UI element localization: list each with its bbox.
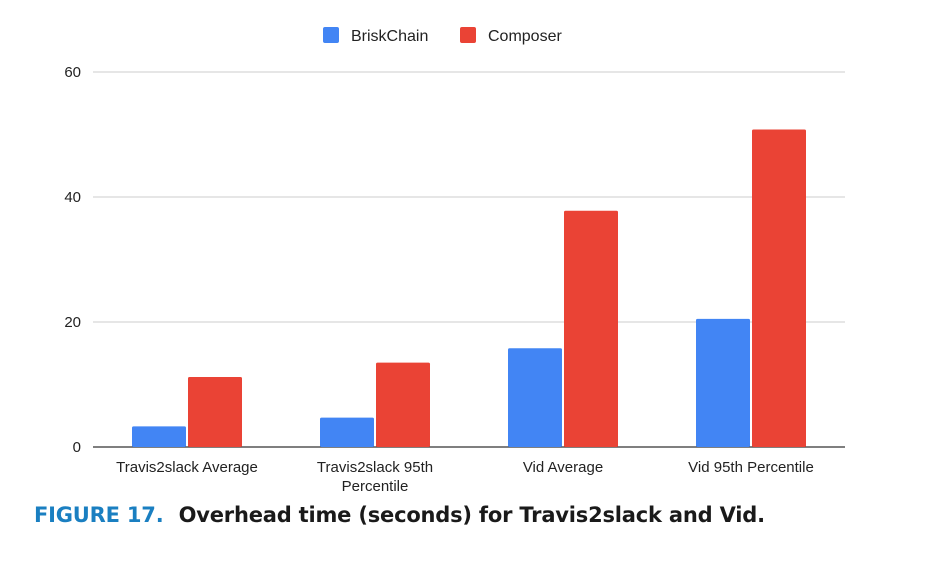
bar-composer [752, 129, 806, 447]
bar-briskchain [132, 426, 186, 447]
bar-composer [376, 362, 430, 447]
bar-composer [564, 210, 618, 447]
legend-swatch-composer [460, 27, 476, 43]
y-tick-label: 40 [64, 189, 81, 206]
bar-chart: 0 20 40 60 Travis2slack Average Travis2slack … [64, 27, 845, 495]
x-category-label: Vid 95th Percentile [688, 459, 814, 476]
y-tick-label: 20 [64, 314, 81, 331]
bar-briskchain [320, 417, 374, 447]
legend-label-briskchain: BriskChain [351, 28, 428, 45]
figure-number: FIGURE 17. [34, 503, 164, 527]
figure-caption-text: Overhead time (seconds) for Travis2slack… [178, 503, 765, 527]
figure-caption: FIGURE 17. Overhead time (seconds) for T… [34, 503, 765, 527]
legend-swatch-briskchain [323, 27, 339, 43]
legend-label-composer: Composer [488, 28, 562, 45]
y-tick-label: 0 [73, 439, 81, 456]
bar-briskchain [696, 318, 750, 447]
x-category-label: Travis2slack 95th Percentile [317, 459, 433, 495]
y-tick-label: 60 [64, 64, 81, 81]
x-category-label: Vid Average [523, 459, 603, 476]
x-category-label: Travis2slack Average [116, 459, 258, 476]
bar-briskchain [508, 348, 562, 447]
bar-composer [188, 377, 242, 447]
